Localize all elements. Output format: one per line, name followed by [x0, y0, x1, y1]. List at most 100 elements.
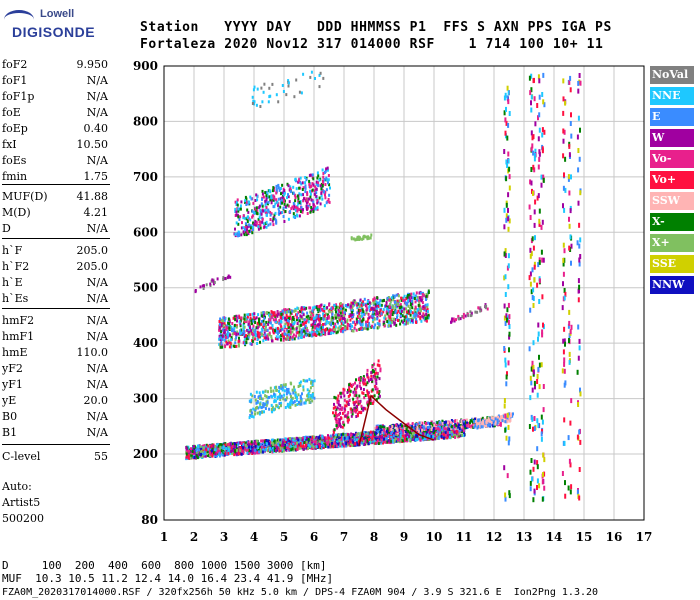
- echo-point: [408, 434, 410, 438]
- echo-point: [391, 304, 394, 308]
- echo-point: [284, 322, 287, 326]
- echo-point: [319, 308, 322, 312]
- echo-point: [400, 319, 403, 323]
- echo-point: [372, 434, 375, 438]
- echo-point: [218, 454, 221, 458]
- echo-point: [251, 312, 254, 316]
- echo-point: [476, 422, 479, 426]
- echo-point: [470, 424, 473, 428]
- echo-point: [389, 321, 392, 325]
- echo-point: [353, 435, 356, 439]
- echo-point: [218, 451, 221, 455]
- echo-point: [377, 305, 380, 309]
- echo-point: [221, 322, 224, 326]
- echo-point: [426, 437, 429, 441]
- echo-point: [269, 446, 272, 450]
- echo-point: [262, 325, 265, 329]
- echo-point: [305, 329, 308, 333]
- echo-point: [378, 301, 381, 305]
- echo-point: [374, 436, 377, 440]
- echo-point: [291, 316, 294, 319]
- echo-point: [416, 298, 418, 302]
- echo-point: [274, 337, 277, 341]
- echo-point: [285, 437, 287, 441]
- echo-point: [341, 330, 344, 334]
- echo-point: [234, 210, 237, 213]
- echo-point: [295, 334, 298, 338]
- echo-point: [291, 335, 294, 339]
- echo-point: [194, 446, 197, 450]
- echo-point: [436, 429, 439, 433]
- echo-point: [363, 313, 366, 316]
- echo-point: [412, 320, 414, 324]
- echo-point: [266, 328, 269, 332]
- echo-point: [366, 324, 369, 328]
- echo-point: [268, 195, 271, 199]
- echo-point: [443, 427, 446, 430]
- echo-point: [375, 434, 378, 438]
- echo-point: [308, 203, 311, 207]
- echo-point: [458, 432, 461, 436]
- echo-point: [318, 314, 321, 318]
- echo-point: [281, 448, 284, 452]
- echo-point: [256, 440, 258, 444]
- echo-point: [496, 418, 499, 422]
- echo-point: [383, 428, 385, 432]
- echo-point: [403, 319, 406, 322]
- echo-point: [421, 435, 424, 439]
- echo-point: [399, 306, 401, 310]
- echo-point: [248, 318, 251, 322]
- echo-point: [325, 322, 328, 326]
- echo-point: [307, 441, 310, 444]
- echo-point: [396, 299, 399, 303]
- echo-point: [276, 330, 279, 333]
- echo-point: [224, 443, 227, 447]
- echo-point: [395, 301, 398, 305]
- echo-point: [375, 425, 378, 429]
- echo-point: [312, 206, 315, 210]
- echo-point: [430, 433, 433, 437]
- echo-point: [400, 309, 403, 313]
- echo-point: [424, 303, 427, 307]
- echo-point: [312, 313, 315, 317]
- echo-point: [385, 440, 388, 444]
- echo-point: [344, 433, 347, 437]
- echo-point: [287, 333, 290, 337]
- echo-point: [411, 431, 414, 435]
- echo-point: [442, 433, 445, 437]
- echo-point: [289, 311, 292, 315]
- echo-point: [195, 447, 198, 451]
- echo-point: [323, 436, 325, 440]
- echo-point: [335, 314, 338, 318]
- echo-point: [402, 425, 405, 429]
- echo-point: [314, 440, 317, 444]
- echo-point: [344, 439, 347, 443]
- echo-point: [476, 426, 479, 430]
- echo-point: [483, 419, 486, 423]
- echo-point: [305, 443, 307, 447]
- echo-point: [388, 435, 391, 439]
- echo-point: [458, 427, 461, 430]
- echo-point: [366, 432, 369, 436]
- param-value: N/A: [86, 292, 108, 305]
- echo-point: [271, 450, 274, 454]
- echo-point: [408, 311, 411, 315]
- echo-point: [291, 337, 294, 341]
- echo-point: [296, 313, 299, 317]
- echo-point: [361, 319, 364, 323]
- echo-point: [282, 206, 285, 210]
- echo-point: [371, 437, 374, 441]
- echo-point: [248, 451, 251, 455]
- echo-point: [272, 313, 275, 317]
- echo-point: [346, 437, 349, 440]
- echo-point: [373, 434, 376, 438]
- echo-point: [325, 188, 328, 192]
- echo-point: [290, 323, 293, 327]
- echo-point: [433, 423, 436, 427]
- echo-point: [312, 322, 315, 326]
- echo-point: [201, 454, 204, 458]
- echo-point: [414, 294, 417, 298]
- echo-point: [245, 339, 247, 343]
- echo-point: [225, 335, 227, 339]
- echo-point: [256, 335, 259, 339]
